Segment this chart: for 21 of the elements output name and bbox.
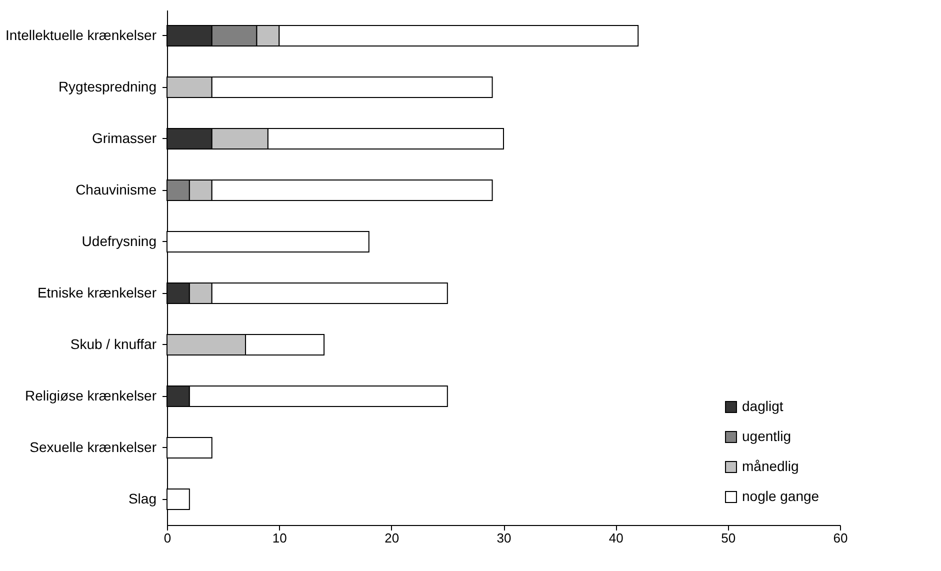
x-tick-label: 40 <box>608 530 624 546</box>
x-tick-label: 0 <box>164 530 172 546</box>
x-tick-label: 20 <box>384 530 400 546</box>
y-tick-label: Slag <box>128 490 156 506</box>
y-tick-label: Udefrysning <box>82 232 156 249</box>
y-tick-label: Sexuelle krænkelser <box>30 438 157 455</box>
x-tick-label: 60 <box>833 530 848 546</box>
y-tick-label: Etniske krænkelser <box>37 284 157 300</box>
y-tick-label: Intellektuelle krænkelser <box>6 26 157 43</box>
x-tick-label: 10 <box>272 530 287 546</box>
legend-label: ugentlig <box>742 428 792 444</box>
legend-label: nogle gange <box>742 488 820 504</box>
x-tick-label: 30 <box>496 530 512 546</box>
y-tick-label: Grimasser <box>92 130 157 146</box>
legend-label: månedlig <box>742 458 799 474</box>
y-tick-label: Religiøse krænkelser <box>25 387 157 404</box>
y-tick-label: Chauvinisme <box>76 181 157 198</box>
x-tick-label: 50 <box>721 530 736 546</box>
legend-label: dagligt <box>742 398 784 414</box>
y-tick-label: Skub / knuffar <box>70 336 157 352</box>
y-tick-label: Rygtespredning <box>58 78 156 94</box>
